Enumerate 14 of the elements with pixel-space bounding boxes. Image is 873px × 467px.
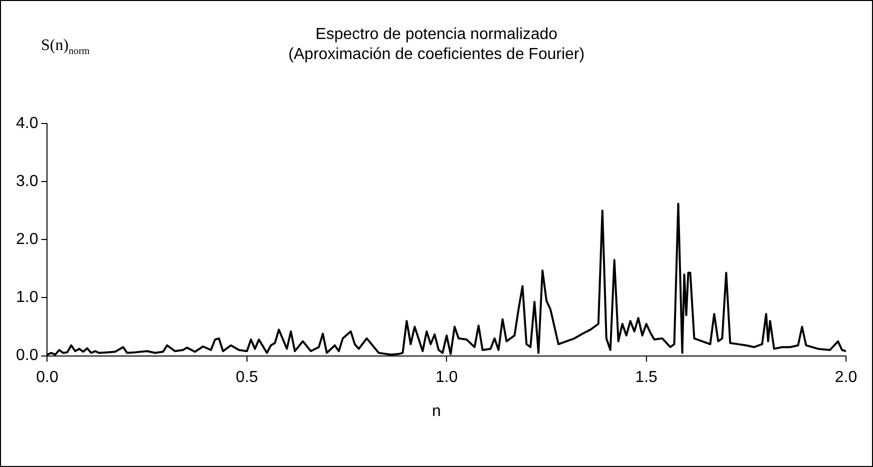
x-tick-label: 1.5 xyxy=(635,368,658,386)
y-tick-label: 4.0 xyxy=(16,115,38,132)
chart-subtitle: (Aproximación de coeficientes de Fourier) xyxy=(288,46,585,63)
y-axis-title: S(n)$_{norm}$ xyxy=(41,37,90,58)
x-tick-label: 2.0 xyxy=(834,368,858,386)
x-tick-label: 0.0 xyxy=(36,368,58,386)
y-tick-label: 1.0 xyxy=(16,289,38,306)
y-tick-label: 0.0 xyxy=(16,347,38,364)
y-tick-label: 3.0 xyxy=(16,173,38,190)
x-tick-label: 0.5 xyxy=(236,368,258,386)
y-tick-label: 2.0 xyxy=(16,231,38,248)
chart-title: Espectro de potencia normalizado xyxy=(316,26,558,43)
x-tick-label: 1.0 xyxy=(435,368,458,386)
x-axis-title: n xyxy=(431,403,442,421)
